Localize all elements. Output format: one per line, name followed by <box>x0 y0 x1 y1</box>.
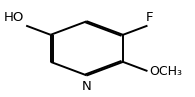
Text: OCH₃: OCH₃ <box>149 65 182 78</box>
Text: N: N <box>82 80 92 93</box>
Text: F: F <box>146 11 153 24</box>
Text: HO: HO <box>4 11 24 24</box>
